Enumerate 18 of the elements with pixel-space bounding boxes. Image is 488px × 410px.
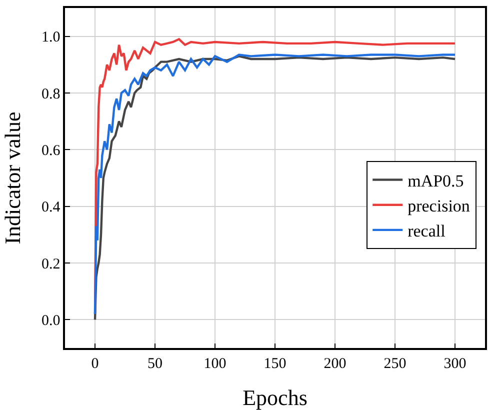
y-tick-label: 1.0 xyxy=(42,30,60,46)
y-tick-label: 0.8 xyxy=(42,86,60,102)
x-tick-label: 50 xyxy=(148,356,162,372)
y-axis-title: Indicator value xyxy=(0,112,25,244)
legend-label: recall xyxy=(408,222,446,241)
x-tick-label: 100 xyxy=(204,356,226,372)
y-tick-label: 0.6 xyxy=(42,142,61,159)
x-tick-label: 0 xyxy=(91,356,99,372)
x-axis-title: Epochs xyxy=(242,385,308,410)
y-tick-label: 0.0 xyxy=(42,312,60,329)
legend-label: mAP0.5 xyxy=(408,171,464,190)
y-tick-label: 0.2 xyxy=(42,256,60,272)
x-tick-label: 250 xyxy=(384,356,406,372)
x-tick-label: 300 xyxy=(444,356,466,372)
x-tick-label: 200 xyxy=(324,356,346,372)
x-tick-label: 150 xyxy=(264,356,286,372)
y-tick-label: 0.4 xyxy=(42,200,61,216)
legend-label: precision xyxy=(408,196,470,216)
